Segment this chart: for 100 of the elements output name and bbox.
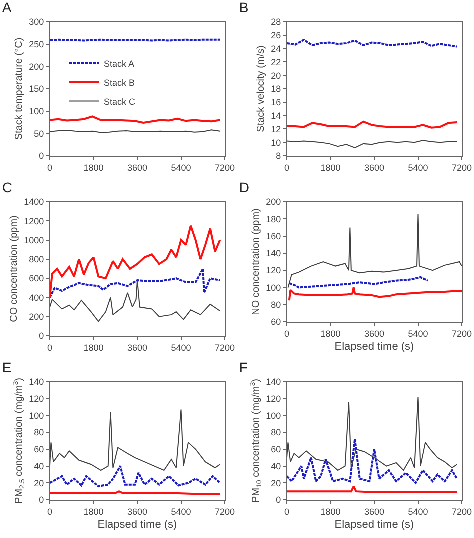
y-tick-label: 250 <box>29 39 44 50</box>
y-tick-label: 1000 <box>24 235 44 246</box>
y-tick-label: 200 <box>29 312 44 322</box>
x-tick-label: 3600 <box>364 506 385 517</box>
y-tick-label: 100 <box>266 410 282 421</box>
y-tick-label: 28 <box>271 17 282 28</box>
x-tick-label: 0 <box>47 162 53 173</box>
x-tick-label: 1800 <box>320 162 341 173</box>
x-tick-label: 0 <box>284 162 290 173</box>
x-tick-label: 1800 <box>84 506 104 517</box>
x-tick-label: 0 <box>284 506 290 517</box>
legend-label: Stack B <box>104 78 136 88</box>
x-tick-label: 5400 <box>171 506 192 517</box>
y-tick-label: 20 <box>271 70 282 81</box>
y-tick-label: 1400 <box>24 197 44 208</box>
y-tick-label: 600 <box>29 274 44 284</box>
y-tick-label: 140 <box>29 377 44 388</box>
y-tick-label: 0 <box>39 495 44 506</box>
y-axis-title: CO concentration (ppm) <box>9 216 20 322</box>
x-axis-title: Elapsed time (s) <box>98 519 178 531</box>
line-series <box>287 120 458 129</box>
y-tick-label: 80 <box>34 428 44 438</box>
chart-title: C <box>2 180 12 196</box>
line-series <box>288 286 462 302</box>
y-tick-label: 16 <box>271 98 282 108</box>
line-series <box>50 268 222 299</box>
y-tick-label: 100 <box>266 282 282 293</box>
legend-label: Stack A <box>104 58 135 69</box>
y-tick-label: 40 <box>271 461 282 472</box>
x-tick-label: 7200 <box>214 506 236 517</box>
chart-title: F <box>239 359 248 376</box>
y-tick-label: 200 <box>29 62 44 72</box>
y-tick-label: 120 <box>266 266 282 276</box>
line-series <box>50 465 222 488</box>
y-tick-label: 8 <box>276 151 282 162</box>
x-tick-label: 5400 <box>171 342 192 353</box>
y-tick-label: 160 <box>266 231 282 242</box>
line-series <box>50 116 222 124</box>
y-tick-label: 60 <box>271 444 282 455</box>
y-tick-label: 140 <box>266 377 282 388</box>
x-tick-label: 1800 <box>320 506 341 517</box>
chart-title: D <box>239 180 250 196</box>
x-tick-label: 3600 <box>364 162 385 173</box>
x-axis-title: Elapsed time (s) <box>334 519 414 531</box>
line-series <box>288 214 462 288</box>
x-tick-label: 7200 <box>452 328 472 339</box>
line-series <box>287 438 458 484</box>
x-tick-label: 3600 <box>127 342 148 353</box>
x-tick-label: 0 <box>47 506 53 517</box>
chart-title: E <box>2 359 12 376</box>
y-tick-label: 18 <box>271 84 282 94</box>
y-tick-label: 20 <box>34 478 44 488</box>
y-tick-label: 100 <box>29 106 44 116</box>
y-tick-label: 0 <box>39 151 44 162</box>
x-tick-label: 5400 <box>408 506 428 517</box>
line-series <box>287 140 458 148</box>
y-tick-label: 26 <box>271 30 282 41</box>
y-tick-label: 60 <box>34 444 44 455</box>
y-tick-label: 80 <box>271 428 282 438</box>
x-axis-title: Elapsed time (s) <box>334 341 414 353</box>
y-tick-label: 14 <box>271 110 282 121</box>
y-axis-title: Stack temperature (°C) <box>14 38 26 140</box>
y-tick-label: 22 <box>271 57 282 68</box>
x-tick-label: 1800 <box>84 162 104 173</box>
line-series <box>50 280 221 322</box>
y-axis-title: NO concentration (ppm) <box>251 208 262 316</box>
line-series <box>50 224 222 299</box>
x-tick-label: 5400 <box>171 162 192 173</box>
y-tick-label: 800 <box>29 254 44 265</box>
y-tick-label: 400 <box>29 292 44 303</box>
y-tick-label: 180 <box>266 214 282 224</box>
x-tick-label: 1800 <box>320 328 341 339</box>
line-series <box>288 276 429 289</box>
y-tick-label: 140 <box>266 248 282 259</box>
y-tick-label: 150 <box>29 84 44 94</box>
x-tick-label: 0 <box>47 342 53 353</box>
y-tick-label: 200 <box>266 197 282 208</box>
y-tick-label: 40 <box>34 461 44 472</box>
y-tick-label: 120 <box>266 394 282 404</box>
y-tick-label: 20 <box>271 478 282 488</box>
line-series <box>287 396 458 471</box>
chart-title: A <box>2 0 12 16</box>
y-tick-label: 120 <box>29 394 44 404</box>
y-tick-label: 300 <box>29 17 44 28</box>
legend-label: Stack C <box>104 96 136 107</box>
x-tick-label: 5400 <box>408 328 428 339</box>
line-series <box>50 409 221 471</box>
y-tick-label: 50 <box>34 128 44 139</box>
x-tick-label: 3600 <box>364 328 385 339</box>
x-tick-label: 3600 <box>127 506 148 517</box>
y-tick-label: 80 <box>271 300 282 310</box>
x-tick-label: 7200 <box>214 342 236 353</box>
x-tick-label: 5400 <box>408 162 428 173</box>
x-tick-label: 7200 <box>452 162 472 173</box>
y-tick-label: 100 <box>29 410 44 421</box>
x-tick-label: 0 <box>284 328 290 339</box>
x-tick-label: 1800 <box>84 342 104 353</box>
y-tick-label: 10 <box>271 138 282 148</box>
x-tick-label: 7200 <box>452 506 472 517</box>
y-axis-title: Stack velocity (m/s) <box>256 46 268 132</box>
